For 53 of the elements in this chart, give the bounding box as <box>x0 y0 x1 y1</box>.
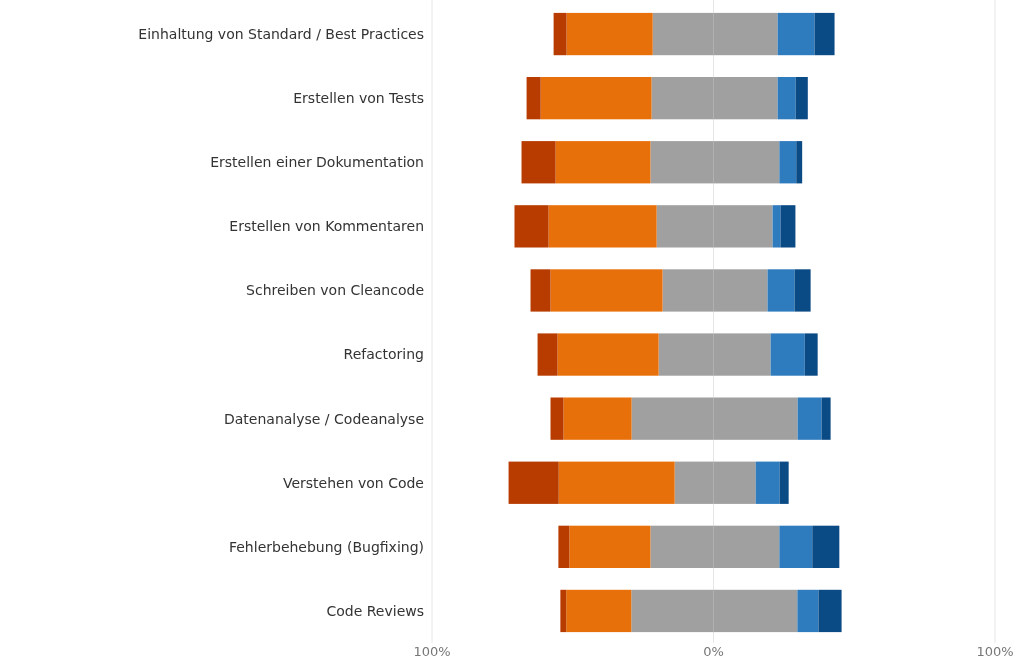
bar <box>548 205 657 248</box>
bar <box>794 269 811 312</box>
bar <box>777 12 815 56</box>
y-tick-label: Erstellen von Kommentaren <box>229 218 424 235</box>
bar <box>772 205 781 248</box>
y-tick-label: Erstellen von Tests <box>293 90 424 107</box>
bar <box>779 461 789 504</box>
bar <box>795 77 808 120</box>
bar <box>804 333 818 376</box>
bar <box>530 269 551 312</box>
bar <box>777 77 796 120</box>
bar <box>818 589 842 633</box>
x-tick-label: 100% <box>413 643 451 659</box>
bar <box>796 141 803 184</box>
bar <box>558 525 570 568</box>
bar <box>537 333 558 376</box>
y-tick-label: Code Reviews <box>326 602 424 619</box>
bar <box>569 525 651 568</box>
y-tick-label: Erstellen einer Dokumentation <box>210 154 424 171</box>
bar <box>812 525 840 568</box>
y-tick-label: Fehlerbehebung (Bugfixing) <box>228 538 424 555</box>
bar <box>779 525 813 568</box>
bar <box>526 77 541 120</box>
bar <box>508 461 559 504</box>
bar <box>566 589 632 633</box>
bar <box>814 12 835 56</box>
bar <box>821 397 831 440</box>
bar <box>797 397 822 440</box>
bar <box>558 461 675 504</box>
bar <box>560 589 567 633</box>
y-tick-label: Einhaltung von Standard / Best Practices <box>138 25 424 42</box>
y-tick-label: Verstehen von Code <box>282 474 424 491</box>
bar <box>779 141 797 184</box>
bar <box>521 141 556 184</box>
bar <box>555 141 651 184</box>
y-tick-label: Datenanalyse / Codeanalyse <box>223 410 424 427</box>
bar <box>557 333 659 376</box>
bar <box>514 205 549 248</box>
x-tick-label: 100% <box>976 643 1014 659</box>
bar <box>770 333 805 376</box>
y-tick-label: Refactoring <box>343 346 424 363</box>
bar <box>566 12 653 56</box>
bar <box>553 12 567 56</box>
y-tick-label: Schreiben von Cleancode <box>246 282 424 299</box>
bar <box>540 77 652 120</box>
x-tick-label: 0% <box>703 643 724 659</box>
bar <box>780 205 796 248</box>
bar <box>550 397 564 440</box>
bar <box>563 397 632 440</box>
bar <box>767 269 795 312</box>
bar <box>755 461 780 504</box>
bar <box>797 589 819 633</box>
bar <box>550 269 663 312</box>
